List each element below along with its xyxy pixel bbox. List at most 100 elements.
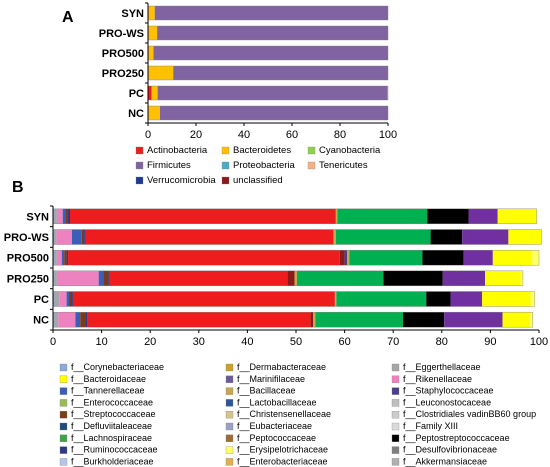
- legend-label: f__Enterococcaceae: [71, 397, 153, 407]
- bar-segment-f-tannerellaceae: [63, 209, 65, 224]
- x-tick-label: 0: [50, 336, 56, 348]
- bar-segment-f-tannerellaceae: [99, 271, 104, 286]
- x-tick-label: 30: [193, 336, 205, 348]
- legend-swatch: [308, 147, 315, 154]
- legend-swatch: [60, 388, 67, 395]
- bar-segment-f-ruminococcaceae: [68, 209, 70, 224]
- legend-label: unclassified: [233, 175, 283, 186]
- category-label: NC: [128, 108, 144, 120]
- legend-label: Firmicutes: [147, 160, 191, 171]
- bar-segment-f-tannerellaceae: [62, 250, 64, 265]
- x-tick-label: 60: [338, 336, 350, 348]
- bar-segment-purple: [451, 292, 483, 307]
- legend-swatch: [136, 147, 143, 154]
- bar-segment-bacteroidetes: [149, 46, 154, 60]
- legend-label: f__Clostridiales vadinBB60 group: [403, 409, 536, 419]
- bar-segment-f-bacillaceae: [335, 292, 336, 307]
- legend-swatch: [392, 376, 399, 383]
- legend-swatch: [392, 411, 399, 418]
- legend-swatch: [392, 435, 399, 442]
- legend-swatch: [392, 364, 399, 371]
- bar-segment-unclassified: [287, 271, 294, 286]
- legend-label: f__Peptococcaceae: [237, 433, 316, 443]
- bar-segment-f-rikenellaceae: [59, 292, 66, 307]
- legend-label: f__Bacteroidaceae: [71, 374, 146, 384]
- bar-segment-f-eggerthellaceae: [54, 250, 56, 265]
- legend-label: f__Lactobacillaceae: [237, 397, 317, 407]
- legend-swatch: [392, 458, 399, 465]
- bar-segment-green: [336, 292, 426, 307]
- legend-swatch: [60, 435, 67, 442]
- bar-segment-bacteroidetes: [149, 6, 155, 20]
- bar-segment-f-streptococcaceae: [104, 271, 109, 286]
- bar-segment-f-streptococcaceae: [69, 292, 71, 307]
- legend-swatch: [226, 411, 233, 418]
- legend-swatch: [136, 162, 143, 169]
- category-label: PRO-WS: [4, 232, 49, 244]
- category-label: PRO500: [102, 48, 144, 60]
- legend-label: f__Christensenellaceae: [237, 409, 331, 419]
- bar-segment-f-peptostreptococcaceae: [383, 271, 442, 286]
- bar-segment-f-erysipelotrichaceae: [521, 271, 523, 286]
- legend-label: f__Tannerellaceae: [71, 386, 145, 396]
- x-tick-label: 90: [484, 336, 496, 348]
- category-label: PRO250: [7, 273, 49, 285]
- x-tick-label: 40: [241, 336, 253, 348]
- bar-segment-f-eggerthellaceae: [54, 209, 56, 224]
- x-tick-label: 50: [290, 336, 302, 348]
- category-label: PRO500: [7, 253, 49, 265]
- bar-segment-f-erysipelotrichaceae: [531, 292, 535, 307]
- bar-segment-f-peptostreptococcaceae: [427, 209, 468, 224]
- x-tick-label: 80: [436, 336, 448, 348]
- bar-segment-actinobacteria: [73, 292, 335, 307]
- bar-segment-purple: [462, 230, 508, 245]
- bar-segment-f-peptostreptococcaceae: [426, 292, 450, 307]
- bar-segment-f-bacillaceae: [313, 312, 315, 327]
- bar-segment-f-tannerellaceae: [75, 312, 80, 327]
- bar-segment-f-bacteroidaceae: [493, 250, 532, 265]
- x-tick-label: 100: [379, 129, 397, 141]
- bar-segment-f-rikenellaceae: [57, 209, 63, 224]
- bar-segment-f-eggerthellaceae: [54, 292, 59, 307]
- legend-label: f__Peptostreptococcaceae: [403, 433, 510, 443]
- legend-swatch: [226, 376, 233, 383]
- bar-segment-purple: [464, 250, 493, 265]
- legend-swatch: [222, 162, 229, 169]
- bar-segment-f-tannerellaceae: [67, 292, 69, 307]
- bar-segment-purple: [443, 271, 485, 286]
- bar-segment-f-peptostreptococcaceae: [403, 312, 444, 327]
- legend-label: f__Corynebacteriaceae: [71, 362, 164, 372]
- bar-segment-green: [315, 312, 402, 327]
- legend-swatch: [226, 423, 233, 430]
- legend-label: f__Bacillaceae: [237, 386, 296, 396]
- panel-label: B: [12, 179, 24, 196]
- bar-segment-f-bacteroidaceae: [503, 312, 531, 327]
- legend-label: Cyanobacteria: [319, 145, 381, 156]
- bar-segment-f-bacteroidaceae: [485, 271, 520, 286]
- bar-segment-f-ruminococcaceae: [71, 292, 72, 307]
- bar-segment-firmicutes: [173, 66, 388, 80]
- category-label: NC: [33, 315, 49, 327]
- legend-swatch: [392, 399, 399, 406]
- legend-label: f__Leuconostocaceae: [403, 397, 491, 407]
- legend-label: Proteobacteria: [233, 160, 296, 171]
- bar-segment-firmicutes: [155, 6, 388, 20]
- bar-segment-f-rikenellaceae: [58, 312, 75, 327]
- chart-b-plot: B SYN PRO-WS PRO500 PRO250 PC NC0 10 20 30 40 50 60 7…: [4, 179, 548, 348]
- bar-segment-firmicutes: [157, 26, 388, 40]
- x-tick-label: 0: [145, 129, 151, 141]
- bar-segment-f-bacteroidaceae: [498, 209, 537, 224]
- x-tick-label: 20: [144, 336, 156, 348]
- legend-swatch: [226, 364, 233, 371]
- x-tick-label: 10: [95, 336, 107, 348]
- bar-segment-f-rikenellaceae: [56, 230, 72, 245]
- legend-swatch: [226, 458, 233, 465]
- x-tick-label: 60: [286, 129, 298, 141]
- category-label: PRO-WS: [99, 28, 144, 40]
- legend-swatch: [226, 435, 233, 442]
- bar-segment-unclassified: [311, 312, 313, 327]
- x-tick-label: 100: [530, 336, 548, 348]
- bar-segment-f-bacillaceae: [347, 250, 349, 265]
- legend-swatch: [226, 388, 233, 395]
- bar-segment-actinobacteria: [70, 209, 336, 224]
